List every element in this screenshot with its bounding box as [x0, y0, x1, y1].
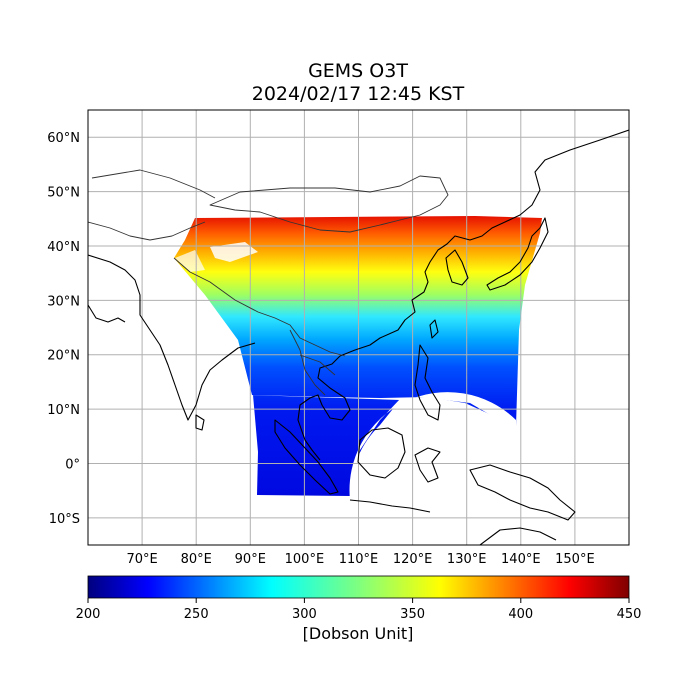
colorbar-label: [Dobson Unit] [303, 624, 414, 643]
map-subtitle: 2024/02/17 12:45 KST [251, 83, 465, 105]
lat-tick-label: 40°N [47, 240, 80, 255]
border-china-south [173, 257, 346, 357]
colorbar-tick-label: 450 [617, 607, 642, 622]
lon-tick-label: 120°E [393, 552, 433, 567]
lat-tick-label: 50°N [47, 186, 80, 201]
colorbar-tick-label: 250 [184, 607, 209, 622]
coastline-new-guinea [469, 464, 576, 521]
lon-tick-label: 90°E [235, 552, 266, 567]
border-russia-kazakh [91, 169, 216, 199]
lat-tick-label: 30°N [47, 294, 80, 309]
coastline-borneo [357, 427, 406, 479]
coastline-sulawesi [414, 447, 441, 483]
coastline-java [349, 499, 431, 513]
lat-tick-label: 20°N [47, 349, 80, 364]
border-central-asia [88, 221, 206, 241]
lon-tick-label: 130°E [447, 552, 487, 567]
lon-tick-label: 150°E [555, 552, 595, 567]
coastline-east-asia [297, 129, 629, 461]
lat-tick-label: 10°N [47, 403, 80, 418]
missing-data-patch [210, 242, 258, 262]
map-gridlines [88, 110, 629, 545]
coastline-philippines [414, 344, 441, 421]
lon-tick-label: 140°E [501, 552, 541, 567]
lat-tick-label: 60°N [47, 131, 80, 146]
lon-tick-label: 110°E [339, 552, 379, 567]
lat-tick-label: 0° [65, 457, 80, 472]
missing-data-patch [175, 250, 205, 272]
colorbar-tick-label: 300 [292, 607, 317, 622]
coastline-sri-lanka [195, 414, 205, 431]
lon-tick-label: 80°E [181, 552, 212, 567]
coastline-korea [445, 249, 469, 286]
coastline-arabia [88, 304, 126, 323]
coastline-india [88, 254, 256, 421]
colorbar [87, 575, 630, 599]
map-title: GEMS O3T [308, 60, 408, 82]
colorbar-tick-label: 400 [508, 607, 533, 622]
border-mongolia [209, 175, 449, 233]
lat-tick-label: 10°S [49, 512, 80, 527]
coastline-australia [479, 527, 557, 545]
colorbar-tick-label: 350 [400, 607, 425, 622]
coastline-japan [486, 217, 549, 291]
coastline-sumatra [274, 419, 339, 495]
border-indochina [289, 329, 336, 396]
colorbar-tick-label: 200 [76, 607, 101, 622]
map-frame [87, 109, 630, 546]
lon-tick-label: 100°E [285, 552, 325, 567]
lon-tick-label: 70°E [126, 552, 157, 567]
coastline-taiwan [429, 319, 439, 339]
